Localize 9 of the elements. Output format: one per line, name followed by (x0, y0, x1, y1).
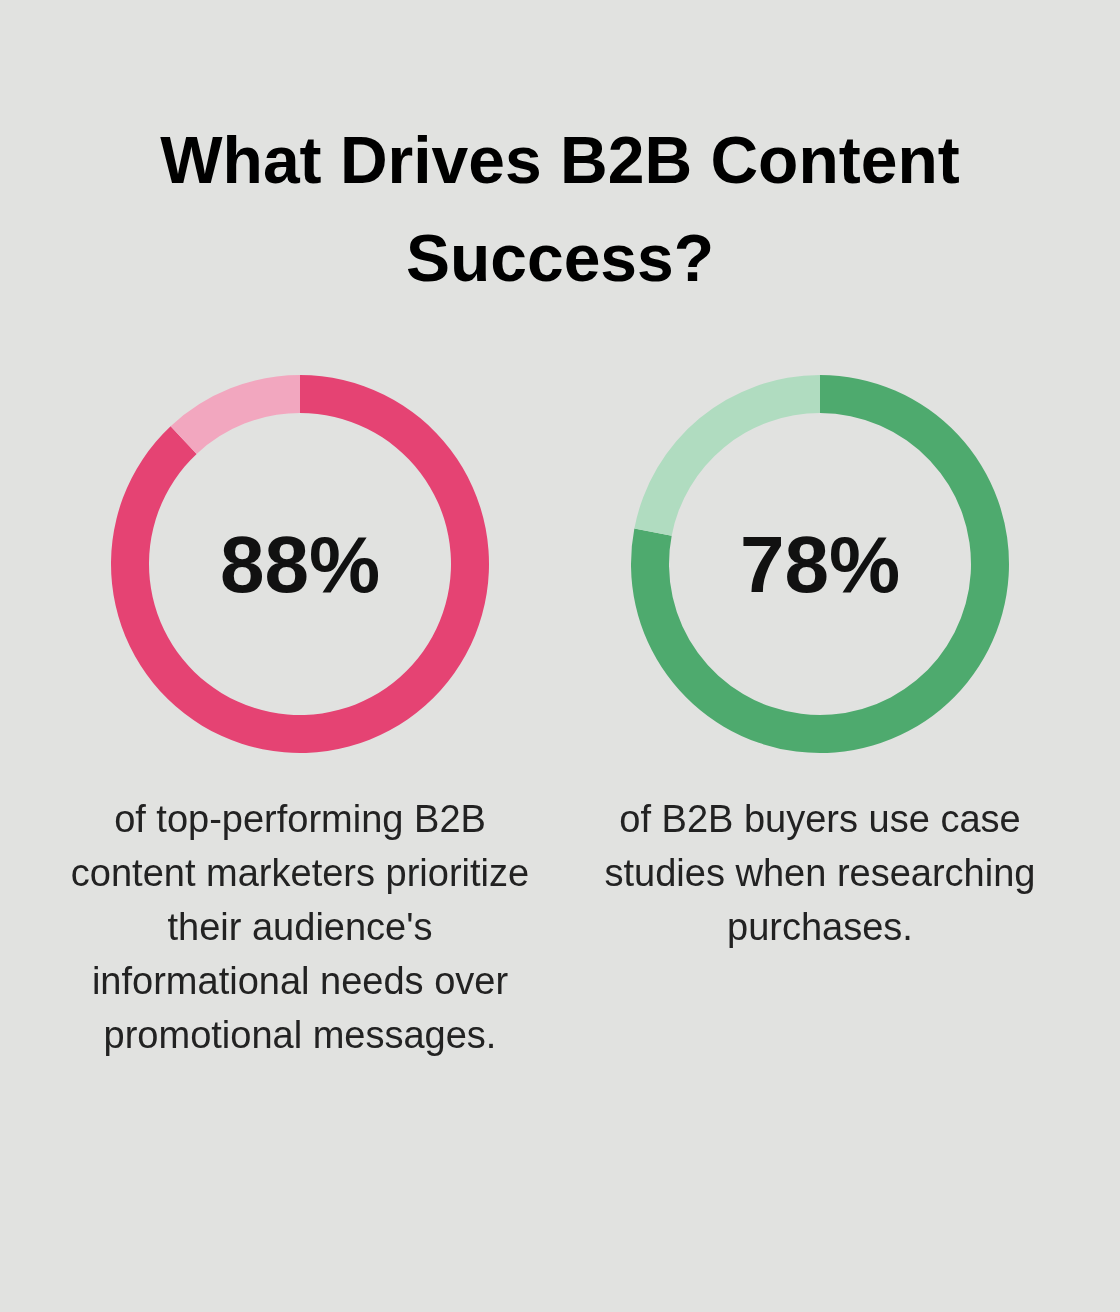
data-label: 88% (219, 520, 381, 609)
data-label: 78% (739, 520, 901, 609)
chart-title: What Drives B2B Content Success? (160, 123, 960, 295)
donut-slice (634, 375, 820, 536)
donut-slice (111, 375, 489, 753)
text: of B2B buyers use case studies when researching purchases. (604, 798, 1036, 948)
donut-slice (631, 375, 1009, 753)
text: of top-performing B2B content marketers prioritize their audience's informational needs over promotional messages. (70, 798, 530, 1056)
donut-slice (170, 375, 300, 454)
